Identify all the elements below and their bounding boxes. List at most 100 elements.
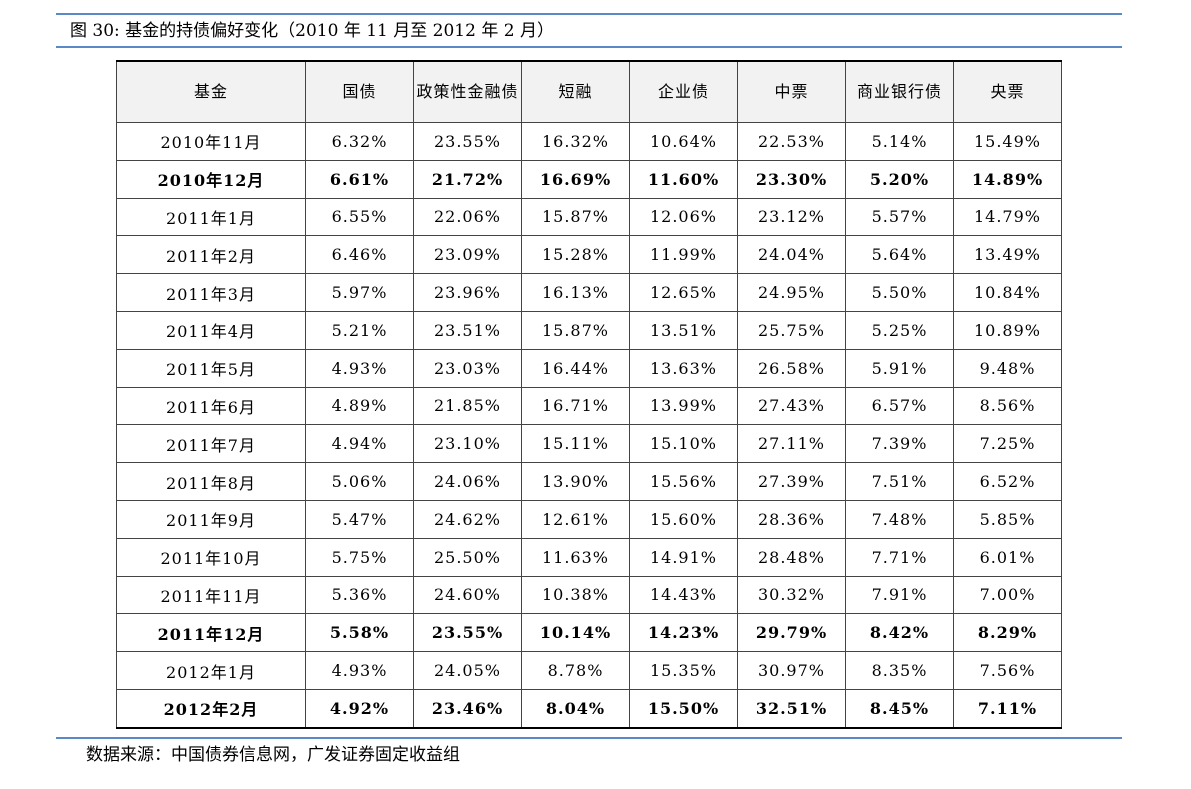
table-cell: 16.44% xyxy=(521,348,630,388)
table-cell: 7.91% xyxy=(845,575,954,615)
table-row: 2011年8月 5.06% 24.06% 13.90% 15.56% 27.39% 7.51… xyxy=(116,462,1062,501)
table-row: 2011年9月 5.47% 24.62% 12.61% 15.60% 28.36% 7.48… xyxy=(116,499,1062,539)
table-row: 2010年12月 6.61% 21.72% 16.69% 11.60% 23.30% 5.2… xyxy=(116,159,1062,199)
table-cell: 10.64% xyxy=(629,122,738,161)
table-row: 2011年6月 4.89% 21.85% 16.71% 13.99% 27.43% 6.57… xyxy=(116,386,1062,426)
bottom-rule xyxy=(56,737,1122,739)
table-cell: 24.05% xyxy=(413,651,522,690)
table-cell: 8.45% xyxy=(845,688,954,729)
table-cell: 14.91% xyxy=(629,537,738,577)
table-cell: 15.56% xyxy=(629,462,738,501)
row-label: 2010年11月 xyxy=(116,122,306,161)
table-cell: 5.50% xyxy=(845,273,954,312)
table-row: 2011年12月 5.58% 23.55% 10.14% 14.23% 29.79% 8.4… xyxy=(116,613,1062,653)
table-cell: 4.94% xyxy=(305,424,414,464)
column-header: 企业债 xyxy=(629,60,738,123)
table-cell: 9.48% xyxy=(953,348,1062,388)
row-label: 2011年7月 xyxy=(116,424,306,464)
table-cell: 5.25% xyxy=(845,310,954,350)
table-cell: 16.13% xyxy=(521,273,630,312)
table-row: 2010年11月 6.32% 23.55% 16.32% 10.64% 22.53% 5.1… xyxy=(116,122,1062,161)
row-label: 2011年2月 xyxy=(116,235,306,275)
table-cell: 12.06% xyxy=(629,197,738,237)
table-row: 2011年11月 5.36% 24.60% 10.38% 14.43% 30.32% 7.9… xyxy=(116,575,1062,615)
table-cell: 23.55% xyxy=(413,613,522,653)
table-cell: 4.92% xyxy=(305,688,414,729)
table-cell: 24.06% xyxy=(413,462,522,501)
row-label: 2011年4月 xyxy=(116,310,306,350)
table-cell: 5.57% xyxy=(845,197,954,237)
table-cell: 5.47% xyxy=(305,499,414,539)
table-cell: 32.51% xyxy=(737,688,846,729)
table-cell: 14.23% xyxy=(629,613,738,653)
table-cell: 10.89% xyxy=(953,310,1062,350)
table-cell: 11.63% xyxy=(521,537,630,577)
table-row: 2011年2月 6.46% 23.09% 15.28% 11.99% 24.04% 5.64… xyxy=(116,235,1062,275)
table-cell: 14.43% xyxy=(629,575,738,615)
table-cell: 7.00% xyxy=(953,575,1062,615)
table-cell: 6.46% xyxy=(305,235,414,275)
table-cell: 16.71% xyxy=(521,386,630,426)
table-cell: 7.25% xyxy=(953,424,1062,464)
table-cell: 8.29% xyxy=(953,613,1062,653)
table-cell: 24.62% xyxy=(413,499,522,539)
row-label: 2010年12月 xyxy=(116,159,306,199)
column-header: 基金 xyxy=(116,60,306,123)
table-cell: 28.48% xyxy=(737,537,846,577)
table-cell: 28.36% xyxy=(737,499,846,539)
data-table: 基金 国债 政策性金融债 短融 企业债 中票 商业银行债 央票 2010年11月 6.32% 23… xyxy=(116,60,1062,729)
figure-title: 图 30: 基金的持债偏好变化（2010 年 11 月至 2012 年 2 月） xyxy=(70,21,554,41)
row-label: 2011年3月 xyxy=(116,273,306,312)
row-label: 2011年10月 xyxy=(116,537,306,577)
row-label: 2012年1月 xyxy=(116,651,306,690)
table-cell: 23.46% xyxy=(413,688,522,729)
table-row: 2012年2月 4.92% 23.46% 8.04% 15.50% 32.51% 8.45%… xyxy=(116,688,1062,729)
table-cell: 23.12% xyxy=(737,197,846,237)
table-cell: 25.75% xyxy=(737,310,846,350)
table-cell: 27.11% xyxy=(737,424,846,464)
table-cell: 4.93% xyxy=(305,651,414,690)
column-header: 中票 xyxy=(737,60,846,123)
table-cell: 27.39% xyxy=(737,462,846,501)
row-label: 2011年8月 xyxy=(116,462,306,501)
table-cell: 6.52% xyxy=(953,462,1062,501)
table-cell: 22.53% xyxy=(737,122,846,161)
row-label: 2011年6月 xyxy=(116,386,306,426)
table-cell: 15.60% xyxy=(629,499,738,539)
table-cell: 10.84% xyxy=(953,273,1062,312)
table-cell: 15.10% xyxy=(629,424,738,464)
table-cell: 30.97% xyxy=(737,651,846,690)
table-cell: 5.21% xyxy=(305,310,414,350)
table-cell: 10.38% xyxy=(521,575,630,615)
column-header: 政策性金融债 xyxy=(413,60,522,123)
table-cell: 24.95% xyxy=(737,273,846,312)
table-cell: 23.10% xyxy=(413,424,522,464)
table-cell: 15.11% xyxy=(521,424,630,464)
table-cell: 10.14% xyxy=(521,613,630,653)
column-header: 央票 xyxy=(953,60,1062,123)
table-cell: 8.35% xyxy=(845,651,954,690)
table-cell: 30.32% xyxy=(737,575,846,615)
table-cell: 12.61% xyxy=(521,499,630,539)
row-label: 2011年11月 xyxy=(116,575,306,615)
table-cell: 4.89% xyxy=(305,386,414,426)
table-cell: 13.63% xyxy=(629,348,738,388)
row-label: 2011年5月 xyxy=(116,348,306,388)
table-cell: 7.11% xyxy=(953,688,1062,729)
table-cell: 21.72% xyxy=(413,159,522,199)
table-cell: 11.99% xyxy=(629,235,738,275)
table-cell: 8.42% xyxy=(845,613,954,653)
table-row: 2011年7月 4.94% 23.10% 15.11% 15.10% 27.11% 7.39… xyxy=(116,424,1062,464)
column-header: 短融 xyxy=(521,60,630,123)
table-cell: 15.87% xyxy=(521,197,630,237)
table-cell: 5.06% xyxy=(305,462,414,501)
row-label: 2011年1月 xyxy=(116,197,306,237)
table-cell: 6.57% xyxy=(845,386,954,426)
table-cell: 13.90% xyxy=(521,462,630,501)
table-row: 2012年1月 4.93% 24.05% 8.78% 15.35% 30.97% 8.35%… xyxy=(116,651,1062,690)
table-cell: 8.04% xyxy=(521,688,630,729)
row-label: 2011年9月 xyxy=(116,499,306,539)
table-cell: 24.04% xyxy=(737,235,846,275)
table-cell: 5.91% xyxy=(845,348,954,388)
